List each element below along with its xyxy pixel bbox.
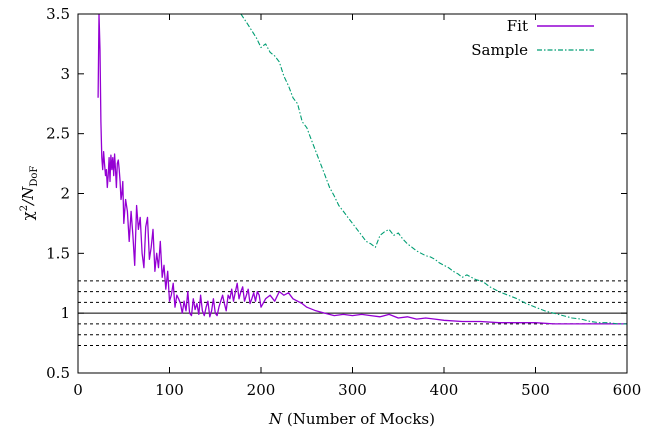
- x-tick-label: 400: [430, 381, 459, 399]
- x-tick-label: 200: [247, 381, 276, 399]
- y-tick-label: 2: [60, 185, 70, 203]
- series-line-fit: [97, 14, 627, 325]
- legend: Fit Sample: [471, 17, 594, 59]
- legend-label-sample: Sample: [471, 41, 528, 59]
- reference-lines: [78, 280, 627, 346]
- y-axis-label-base: χ: [19, 211, 37, 220]
- x-tick-label: 600: [613, 381, 642, 399]
- x-tick-label: 0: [73, 381, 83, 399]
- x-axis-label-var: N: [268, 410, 283, 428]
- y-axis-label-sup: 2: [19, 205, 30, 211]
- y-tick-label: 2.5: [46, 125, 70, 143]
- y-axis-label-mid: /N: [19, 186, 37, 207]
- axis-ticks: [77, 13, 628, 374]
- tick-labels: 0 100 200 300 400 500 600 0.5 1 1.5 2 2.5 3 3.5: [46, 5, 641, 399]
- y-tick-label: 0.5: [46, 364, 70, 382]
- y-tick-label: 3.5: [46, 5, 70, 23]
- y-axis-label: χ2/NDoF: [19, 166, 40, 221]
- x-axis-label: N (Number of Mocks): [268, 410, 435, 428]
- y-tick-label: 1.5: [46, 244, 70, 262]
- plot-frame: [77, 13, 628, 374]
- series-layer: [97, 14, 627, 325]
- y-axis-label-sub: DoF: [29, 166, 40, 187]
- y-tick-label: 3: [60, 65, 70, 83]
- series-line-sample: [240, 14, 627, 325]
- x-tick-label: 300: [338, 381, 367, 399]
- legend-label-fit: Fit: [507, 17, 528, 35]
- y-tick-label: 1: [60, 304, 70, 322]
- x-tick-label: 500: [521, 381, 550, 399]
- x-axis-label-text: (Number of Mocks): [282, 410, 435, 428]
- x-tick-label: 100: [155, 381, 184, 399]
